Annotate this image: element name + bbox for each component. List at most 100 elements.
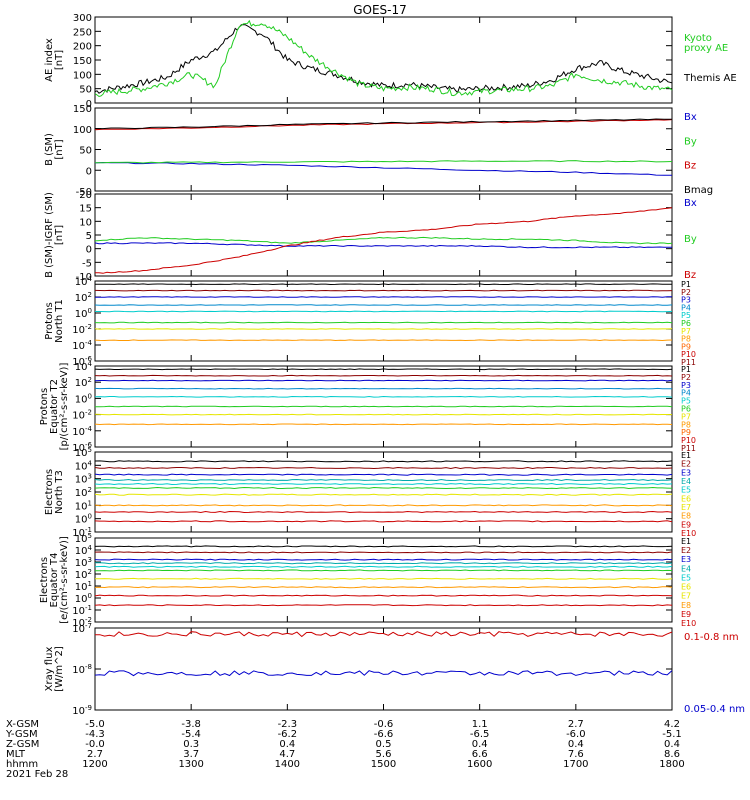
y-tick-label: 0 [86,166,92,177]
series-line-e10 [94,604,673,607]
legend-label: proxy AE [684,43,728,54]
legend-label: P10 [681,436,696,445]
y-tick-label: 50 [79,85,92,96]
orbit-value: 7.6 [568,749,584,760]
series-line-p1 [94,368,673,371]
y-axis-label: [nT] [54,225,65,245]
legend-label: E8 [681,512,691,521]
series-line-p8 [94,423,673,426]
y-tick-label: 250 [73,27,92,38]
y-tick-label: 104 [75,544,93,557]
legend-label: E2 [681,460,691,469]
y-tick-label: 10-1 [72,604,92,617]
legend-label: P1 [681,280,691,289]
orbit-value: -6.5 [470,729,490,740]
legend-label: Kyoto [684,33,712,44]
legend-label: P4 [681,303,691,312]
orbit-row-label: Y-GSM [5,729,38,740]
orbit-table: X-GSM -5.0 -3.8 -2.3 -0.6 1.1 2.7 4.2Y-GSM -4.3-… [5,719,685,780]
orbit-row-label: MLT [6,749,26,760]
y-tick-label: 10-6 [72,355,92,368]
legend-label: P5 [681,311,691,320]
y-tick-label: 102 [75,568,92,581]
orbit-value: 3.7 [183,749,199,760]
orbit-value: -6.0 [566,729,586,740]
series-line-e1 [94,460,673,463]
legend-label: Bz [684,270,696,281]
y-tick-label: 10-7 [72,622,92,635]
panel-frame [94,193,673,277]
date-label: 2021 Feb 28 [6,769,68,780]
series-line-e8 [94,504,673,507]
orbit-value: 4.7 [279,749,295,760]
series-line-bz [94,207,673,274]
orbit-value: 0.5 [376,739,392,750]
series-line-p2 [94,289,673,292]
orbit-value: -6.6 [374,729,394,740]
series-line-p3 [94,296,673,298]
series-line-e10 [94,520,673,523]
series-line-p2 [94,374,673,377]
orbit-value: 0.4 [279,739,295,750]
y-tick-label: 10-4 [72,339,92,352]
panel-1: 300 250 200 150 100 50 0 AE index [nT] Kyotoproxy… [44,13,737,110]
series-line-p7 [94,413,673,416]
panel-8: 10-7 10-8 10-9 Xray flux [W/m^2] 0.1-0.8 nm 0.… [44,622,745,717]
panel-frame [94,451,673,533]
y-tick-label: 150 [73,56,92,67]
legend-label: P8 [681,335,691,344]
y-axis-label: Equator T4 [49,553,60,608]
y-tick-label: 200 [73,42,92,53]
legend-label: P6 [681,319,691,328]
y-tick-label: 15 [79,204,92,215]
series-line-p5 [95,310,673,313]
legend-label: P8 [681,420,691,429]
y-tick-label: 300 [73,13,92,24]
y-tick-label: 105 [75,532,92,545]
series-line-e7 [95,577,673,580]
legend-label: P5 [681,397,691,406]
legend-label: Bmag [684,185,713,196]
series-line-kyoto-proxy-ae [94,19,673,98]
y-tick-label: 10 [79,217,92,228]
y-axis-label: B (SM) [44,133,55,166]
series-line-e8 [94,586,673,589]
y-tick-label: -50 [76,187,92,198]
series-line-bx [94,161,673,176]
y-tick-label: 0 [86,99,92,110]
orbit-value: 5.6 [376,749,392,760]
orbit-value: 0.4 [568,739,584,750]
orbit-value: -3.8 [181,719,201,730]
orbit-value: 0.4 [664,739,680,750]
y-axis-label: North T1 [54,299,65,343]
orbit-value: 1700 [563,759,588,770]
orbit-value: 1800 [659,759,684,770]
legend-label: P7 [681,412,691,421]
legend-label: P3 [681,296,691,305]
y-axis-label: Electrons [44,469,55,515]
legend-label: E10 [681,619,696,628]
y-tick-label: 102 [75,376,92,389]
panel-4: 104 102 100 10-2 10-4 10-6 Protons North T1 P1P2… [44,275,696,368]
y-tick-label: 10-2 [72,616,92,629]
panel-5: 104 102 100 10-2 10-4 10-6 Protons Equator T2 [p… [39,360,696,454]
legend-label: E9 [681,520,691,529]
y-tick-label: 10-6 [72,441,92,454]
series-line-e4 [95,562,673,565]
legend-label: E1 [681,537,691,546]
series-line-e6 [95,569,673,572]
legend-label: P11 [681,444,696,453]
orbit-value: 8.6 [664,749,680,760]
series-line-p4 [94,387,673,390]
series-line-bz [94,119,673,131]
series-line-e3 [94,473,673,476]
orbit-value: 2.7 [568,719,584,730]
legend-label: P3 [681,381,691,390]
y-axis-label: Xray flux [44,647,55,692]
y-tick-label: 5 [86,231,92,242]
series-line-p6 [95,405,673,408]
series-line-p7 [94,328,673,330]
y-tick-label: 104 [75,275,93,288]
